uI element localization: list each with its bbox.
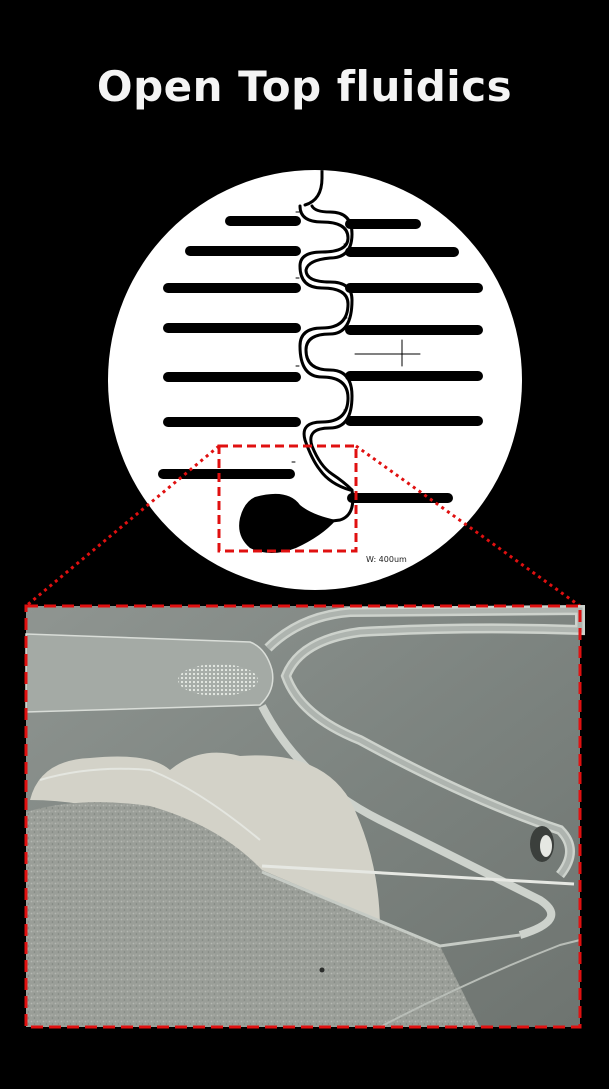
alignment-cross-icon	[354, 339, 421, 367]
schematic-disc: W: 400um	[108, 170, 522, 590]
inlet-channel	[303, 170, 324, 207]
microscope-image	[25, 604, 585, 1028]
outlet-channel	[298, 488, 355, 527]
zoom-frame	[24, 604, 582, 1029]
tick-marks	[291, 211, 348, 489]
page-title: Open Top fluidics	[96, 62, 513, 111]
outlet-reservoir	[239, 493, 336, 553]
disc-background	[108, 170, 522, 590]
scale-label: W: 400um	[366, 555, 407, 564]
serpentine-channel	[298, 204, 354, 492]
highlight-box	[217, 444, 358, 553]
right-channels	[345, 219, 483, 503]
